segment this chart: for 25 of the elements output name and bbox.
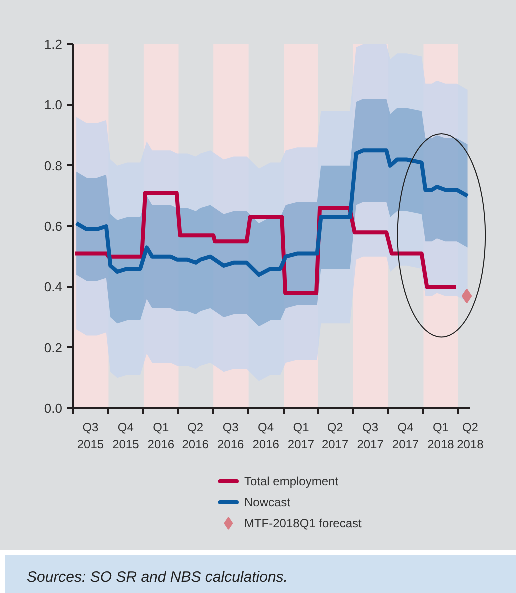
- y-tick-label: 1.2: [44, 37, 63, 52]
- source-note: Sources: SO SR and NBS calculations.: [27, 568, 288, 588]
- legend-label: Nowcast: [244, 496, 292, 510]
- x-tick-label: Q4 2016: [252, 420, 280, 452]
- x-tick-label: Q1 2018: [428, 420, 455, 452]
- y-tick-label: 0.8: [44, 158, 63, 174]
- y-tick-label: 0.0: [44, 401, 63, 416]
- x-tick-label: Q2 2017: [322, 420, 349, 452]
- line-series: [74, 148, 470, 278]
- x-tick-label: Q1 2017: [288, 420, 315, 452]
- legend-label: MTF-2018Q1 forecast: [244, 516, 363, 530]
- y-tick-label: 0.2: [44, 340, 63, 356]
- x-tick-label: Q4 2017: [392, 420, 420, 452]
- x-tick-label: Q3 2016: [217, 420, 244, 452]
- y-tick-label: 0.4: [44, 280, 63, 295]
- y-tick-label: 0.6: [44, 219, 63, 234]
- x-tick-label: Q2 2016: [182, 420, 210, 452]
- x-tick-label: Q1 2016: [148, 420, 175, 452]
- x-tick-label: Q4 2015: [112, 420, 140, 452]
- line-series: [74, 191, 458, 296]
- y-tick-label: 1.0: [44, 98, 63, 113]
- x-tick-label: Q2 2018: [457, 420, 484, 452]
- x-tick-label: Q3 2015: [77, 420, 104, 452]
- x-tick-label: Q3 2017: [357, 420, 384, 452]
- legend-label: Total employment: [244, 474, 340, 488]
